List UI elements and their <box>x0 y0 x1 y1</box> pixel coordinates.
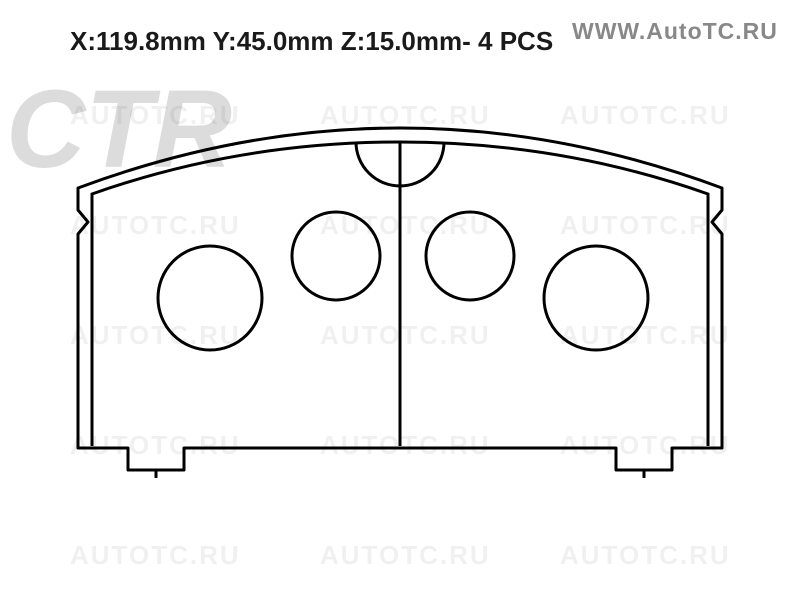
brake-pad-diagram <box>0 0 800 600</box>
stage: CTR X:119.8mm Y:45.0mm Z:15.0mm- 4 PCS W… <box>0 0 800 600</box>
